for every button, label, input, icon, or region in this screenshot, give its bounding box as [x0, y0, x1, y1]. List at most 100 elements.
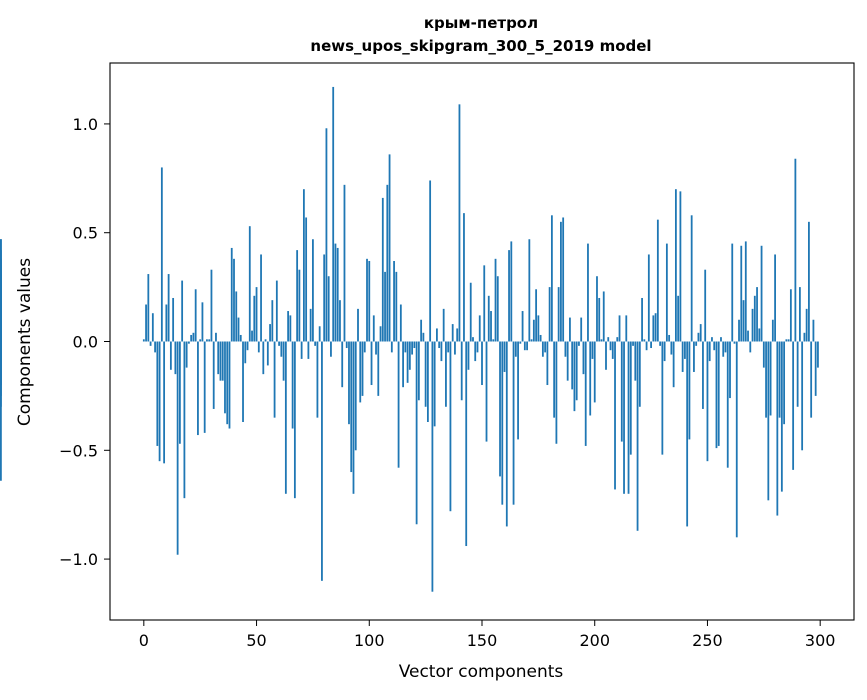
bar [548, 287, 551, 342]
bar [582, 341, 585, 375]
bar [165, 304, 168, 342]
bar [219, 341, 222, 381]
bar [575, 341, 578, 401]
bar [354, 341, 357, 451]
bar [307, 341, 310, 359]
bar [449, 341, 452, 512]
bar [661, 341, 664, 455]
bar [503, 341, 506, 372]
bar [248, 226, 251, 342]
bar [740, 245, 743, 342]
bar [224, 341, 226, 414]
bar [178, 341, 181, 444]
bar [715, 341, 718, 449]
bar [550, 215, 553, 342]
bar [275, 280, 278, 342]
bar [688, 341, 691, 440]
bar [665, 243, 668, 342]
bar [765, 341, 767, 418]
bar [641, 297, 643, 342]
bar [372, 315, 375, 342]
bar [771, 319, 774, 342]
bar [812, 319, 815, 342]
bar [686, 341, 689, 527]
bar [147, 274, 150, 342]
bar [330, 341, 332, 357]
bar [654, 313, 657, 342]
bar [659, 341, 662, 346]
bar [190, 334, 193, 342]
bar [767, 341, 770, 501]
bar [172, 297, 175, 342]
bar [805, 308, 808, 342]
bar [271, 300, 274, 342]
bar [702, 341, 704, 409]
bar [499, 341, 501, 477]
bar [395, 271, 398, 342]
bar [251, 330, 253, 342]
bar [142, 339, 145, 342]
bar [776, 341, 779, 516]
bar [591, 341, 594, 359]
bar [305, 217, 308, 342]
x-tick-label: 0 [139, 631, 149, 650]
bar [255, 287, 258, 342]
bar [652, 315, 655, 342]
bar [242, 341, 244, 422]
bar [733, 341, 736, 344]
bar [720, 337, 722, 342]
bar [625, 315, 628, 342]
bar [722, 341, 725, 357]
bar [620, 341, 623, 442]
bar [181, 280, 184, 342]
bar [167, 274, 170, 342]
bar [280, 341, 283, 357]
bar [381, 197, 384, 342]
bar [302, 189, 305, 342]
bar [345, 341, 348, 349]
bar [699, 324, 702, 342]
bar [454, 341, 456, 355]
bars-group [0, 86, 819, 592]
bar [496, 276, 499, 342]
bar [334, 243, 337, 342]
bar [544, 341, 547, 353]
x-axis-label: Vector components [399, 662, 564, 682]
bar [600, 339, 603, 342]
chart-title: крым-петрол [424, 14, 538, 32]
bar [787, 339, 790, 342]
bar [284, 341, 287, 494]
bar [598, 297, 601, 342]
bar [0, 341, 2, 481]
bar [426, 341, 429, 422]
bar [366, 258, 368, 342]
bar [783, 341, 786, 425]
bar [708, 341, 711, 362]
bar [208, 339, 211, 342]
bar [580, 317, 583, 342]
bar [677, 295, 680, 342]
bar [318, 326, 321, 342]
bar [751, 308, 754, 342]
bar [528, 239, 531, 342]
bar [514, 341, 517, 357]
bar [456, 328, 459, 342]
bar [623, 341, 625, 494]
bar [501, 341, 504, 505]
bar [359, 341, 362, 403]
bar [357, 308, 359, 342]
bar [210, 269, 213, 342]
bar [539, 334, 542, 342]
bar [476, 341, 479, 353]
bar [589, 341, 592, 416]
bar [596, 276, 598, 342]
bar [523, 341, 526, 351]
x-tick-label: 200 [579, 631, 610, 650]
bar [415, 341, 418, 525]
bar [390, 341, 393, 353]
bar [375, 341, 377, 355]
bar [519, 341, 522, 344]
bar [717, 341, 720, 446]
bar [314, 341, 317, 346]
bar [803, 332, 806, 342]
